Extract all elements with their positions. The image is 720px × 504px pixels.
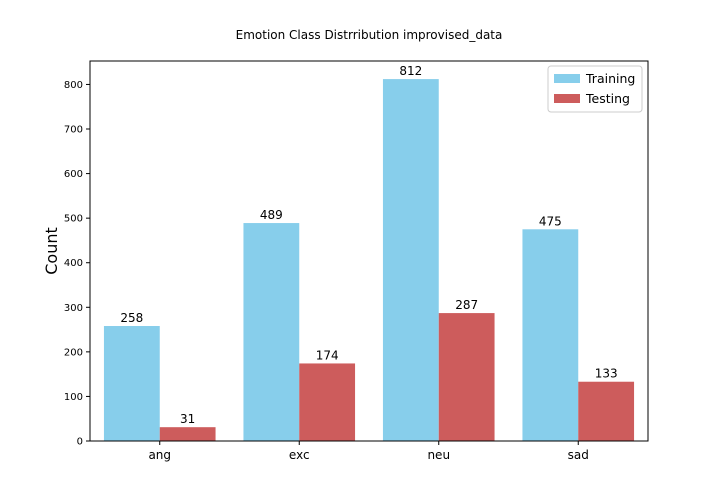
legend-label-testing: Testing	[585, 91, 630, 106]
chart-title: Emotion Class Distrribution improvised_d…	[236, 28, 503, 42]
value-label-testing-ang: 31	[180, 412, 195, 426]
legend: Training Testing	[547, 65, 643, 113]
bar-training-ang	[103, 326, 160, 441]
bar-testing-sad	[578, 381, 635, 441]
value-label-testing-neu: 287	[455, 298, 478, 312]
x-tick-label-sad: sad	[568, 448, 589, 462]
bar-testing-exc	[299, 363, 356, 441]
y-tick-label: 300	[64, 303, 83, 314]
y-tick-label: 0	[77, 437, 83, 448]
y-axis-label: Count	[42, 227, 61, 275]
bar-training-exc	[243, 223, 300, 441]
y-tick-label: 600	[64, 169, 83, 180]
y-tick-label: 100	[64, 392, 83, 403]
y-tick-label: 200	[64, 347, 83, 358]
value-label-training-sad: 475	[539, 214, 562, 228]
legend-swatch-testing	[554, 94, 580, 103]
bar-training-neu	[382, 79, 439, 441]
bar-training-sad	[522, 229, 579, 441]
value-label-training-ang: 258	[120, 311, 143, 325]
legend-label-training: Training	[585, 71, 635, 86]
y-tick-label: 800	[64, 80, 83, 91]
x-tick-label-exc: exc	[289, 448, 310, 462]
plot-frame	[89, 60, 649, 442]
bar-testing-neu	[438, 313, 495, 441]
value-label-training-neu: 812	[399, 64, 422, 78]
y-tick-label: 500	[64, 214, 83, 225]
y-tick-label: 700	[64, 125, 83, 136]
value-label-testing-sad: 133	[595, 367, 618, 381]
value-label-testing-exc: 174	[316, 348, 339, 362]
value-label-training-exc: 489	[260, 208, 283, 222]
legend-swatch-training	[554, 74, 580, 83]
x-tick-label-neu: neu	[427, 448, 450, 462]
bar-testing-ang	[159, 427, 216, 441]
x-tick-label-ang: ang	[148, 448, 171, 462]
y-tick-label: 400	[64, 258, 83, 269]
